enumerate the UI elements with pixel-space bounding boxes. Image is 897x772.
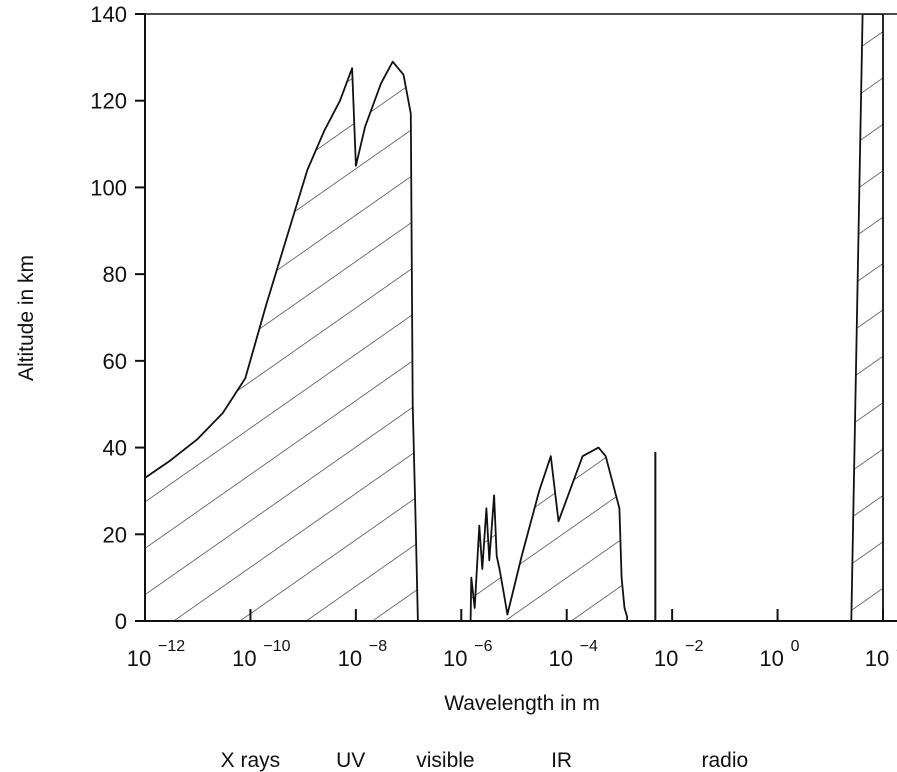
y-axis-ticks: 0 20 40 60 80 100 120 140 [90, 2, 145, 634]
x-tick-exponent: −12 [158, 638, 185, 655]
band-label: IR [551, 749, 572, 772]
x-tick-label: 10 [338, 646, 362, 671]
band-label: visible [416, 749, 474, 772]
spectrum-band-labels: X rays UV visible IR radio [221, 749, 749, 772]
absorption-regions [145, 14, 884, 621]
y-tick-label: 80 [103, 262, 127, 287]
y-tick-label: 0 [115, 609, 127, 634]
y-tick-label: 40 [103, 436, 127, 461]
absorption-region-2 [469, 446, 628, 621]
y-tick-label: 140 [90, 2, 127, 27]
x-tick-label: 10 [232, 646, 256, 671]
y-tick-label: 20 [103, 522, 127, 547]
x-tick-exponent: −4 [580, 638, 598, 655]
absorption-region-3 [850, 14, 884, 621]
x-tick-label: 10 [127, 646, 151, 671]
y-axis-label: Altitude in km [15, 255, 38, 381]
x-tick-label: 10 [865, 646, 889, 671]
x-tick-exponent: −10 [263, 638, 290, 655]
x-tick-exponent: 0 [791, 638, 800, 655]
x-tick-label: 10 [443, 646, 467, 671]
absorption-region-1 [145, 60, 419, 621]
x-tick-exponent: −2 [685, 638, 703, 655]
x-axis-label: Wavelength in m [444, 692, 600, 715]
x-tick-label: 10 [759, 646, 783, 671]
x-tick-exponent: −8 [369, 638, 387, 655]
x-tick-exponent: −6 [474, 638, 492, 655]
y-tick-label: 100 [90, 175, 127, 200]
band-label: UV [336, 749, 365, 772]
band-label: radio [702, 749, 749, 772]
y-tick-label: 60 [103, 349, 127, 374]
x-tick-label: 10 [654, 646, 678, 671]
x-tick-label: 10 [548, 646, 572, 671]
y-tick-label: 120 [90, 89, 127, 114]
band-label: X rays [221, 749, 281, 772]
